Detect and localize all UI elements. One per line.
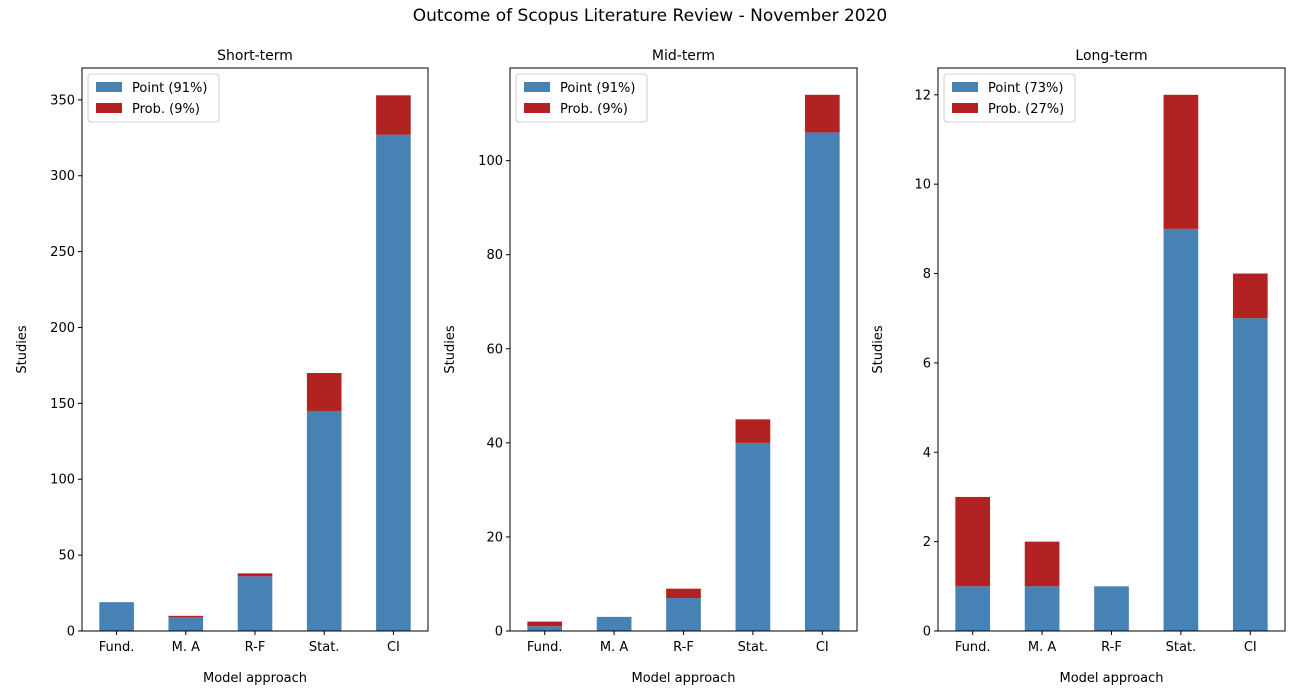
x-tick-label: CI <box>387 640 400 655</box>
bar-segment <box>527 621 563 627</box>
bar-segment <box>955 586 991 631</box>
bar-segment <box>306 373 342 411</box>
x-tick-label: Fund. <box>527 640 563 655</box>
y-tick-label: 60 <box>486 342 503 357</box>
bar-segment <box>376 95 411 135</box>
bar-segment <box>1094 586 1129 631</box>
y-tick-label: 12 <box>914 88 931 103</box>
y-tick-label: 150 <box>50 397 75 412</box>
y-tick-label: 100 <box>478 154 503 169</box>
x-tick-label: Fund. <box>955 640 991 655</box>
figure-title: Outcome of Scopus Literature Review - No… <box>413 6 888 26</box>
y-tick-label: 200 <box>50 321 75 336</box>
bar-segment <box>1232 273 1268 319</box>
bar-segment <box>735 419 771 443</box>
x-tick-label: Fund. <box>99 640 135 655</box>
bar-segment <box>1024 541 1060 587</box>
legend: Point (91%) Prob. (9%) <box>87 73 220 123</box>
y-axis-label: Studies <box>15 325 30 373</box>
x-axis-label: Model approach <box>1060 671 1164 686</box>
y-tick-label: 80 <box>486 248 503 263</box>
x-tick-label: CI <box>1244 640 1257 655</box>
axes-frame <box>937 67 1286 632</box>
chart-panel: Short-term Fund. M. A R-F Stat. CI 0 50 100 150 20… <box>15 48 429 686</box>
y-axis-label: Studies <box>443 325 458 373</box>
y-axis-label: Studies <box>871 325 886 373</box>
legend: Point (73%) Prob. (27%) <box>943 73 1076 123</box>
bar-segment <box>237 576 273 631</box>
y-tick-label: 100 <box>50 473 75 488</box>
bar-segment <box>1163 94 1199 229</box>
y-tick-label: 300 <box>50 169 75 184</box>
x-tick-label: Stat. <box>1166 640 1197 655</box>
bar-segment <box>1163 228 1199 631</box>
x-tick-label: M. A <box>1028 640 1056 655</box>
bar-segment <box>804 132 840 631</box>
axes-frame <box>81 67 429 632</box>
bar-segment <box>596 616 632 631</box>
y-tick-label: 8 <box>923 267 931 282</box>
x-axis-label: Model approach <box>203 671 307 686</box>
bar-segment <box>735 442 771 631</box>
x-tick-label: Stat. <box>309 640 340 655</box>
y-tick-label: 0 <box>67 625 75 640</box>
legend-label: Point (91%) <box>132 81 207 96</box>
chart-panel: Long-term Fund. M. A R-F Stat. CI 0 2 4 6 8 10 12 Mod… <box>871 48 1286 686</box>
legend-swatch <box>524 103 550 113</box>
legend-swatch <box>96 103 122 113</box>
x-tick-label: R-F <box>1101 640 1122 655</box>
bar-segment <box>376 134 411 632</box>
bar-segment <box>237 573 273 577</box>
y-tick-label: 50 <box>58 549 75 564</box>
x-tick-label: M. A <box>172 640 200 655</box>
legend: Point (91%) Prob. (9%) <box>515 73 648 123</box>
chart-panel: Mid-term Fund. M. A R-F Stat. CI 0 20 40 60 80 100 M… <box>443 48 858 686</box>
legend-swatch <box>524 82 550 92</box>
y-tick-label: 4 <box>923 446 931 461</box>
x-tick-label: R-F <box>673 640 694 655</box>
y-tick-label: 2 <box>923 535 931 550</box>
bar-segment <box>804 94 840 133</box>
legend-swatch <box>952 103 978 113</box>
bar-segment <box>527 626 563 631</box>
x-tick-label: CI <box>816 640 829 655</box>
legend-swatch <box>952 82 978 92</box>
bar-segment <box>1024 586 1060 631</box>
y-tick-label: 6 <box>923 356 931 371</box>
y-tick-label: 40 <box>486 436 503 451</box>
panel-title: Long-term <box>1075 48 1147 64</box>
y-tick-label: 20 <box>486 530 503 545</box>
x-axis-label: Model approach <box>632 671 736 686</box>
bar-segment <box>666 588 701 599</box>
legend-swatch <box>96 82 122 92</box>
bar-segment <box>168 617 204 631</box>
bar-segment <box>666 598 701 631</box>
y-tick-label: 10 <box>914 178 931 193</box>
legend-label: Point (73%) <box>988 81 1063 96</box>
bar-segment <box>306 410 342 631</box>
bar-segment <box>1232 318 1268 631</box>
legend-label: Prob. (27%) <box>988 102 1064 117</box>
bar-segment <box>168 615 204 618</box>
bar-segment <box>955 496 991 587</box>
legend-label: Prob. (9%) <box>560 102 628 117</box>
legend-label: Prob. (9%) <box>132 102 200 117</box>
x-tick-label: Stat. <box>738 640 769 655</box>
panel-title: Short-term <box>217 48 293 64</box>
y-tick-label: 350 <box>50 93 75 108</box>
y-tick-label: 250 <box>50 245 75 260</box>
bar-segment <box>99 602 134 631</box>
x-tick-label: R-F <box>245 640 266 655</box>
y-tick-label: 0 <box>923 625 931 640</box>
panel-title: Mid-term <box>652 48 715 64</box>
y-tick-label: 0 <box>495 625 503 640</box>
axes-frame <box>509 67 858 632</box>
legend-label: Point (91%) <box>560 81 635 96</box>
x-tick-label: M. A <box>600 640 628 655</box>
